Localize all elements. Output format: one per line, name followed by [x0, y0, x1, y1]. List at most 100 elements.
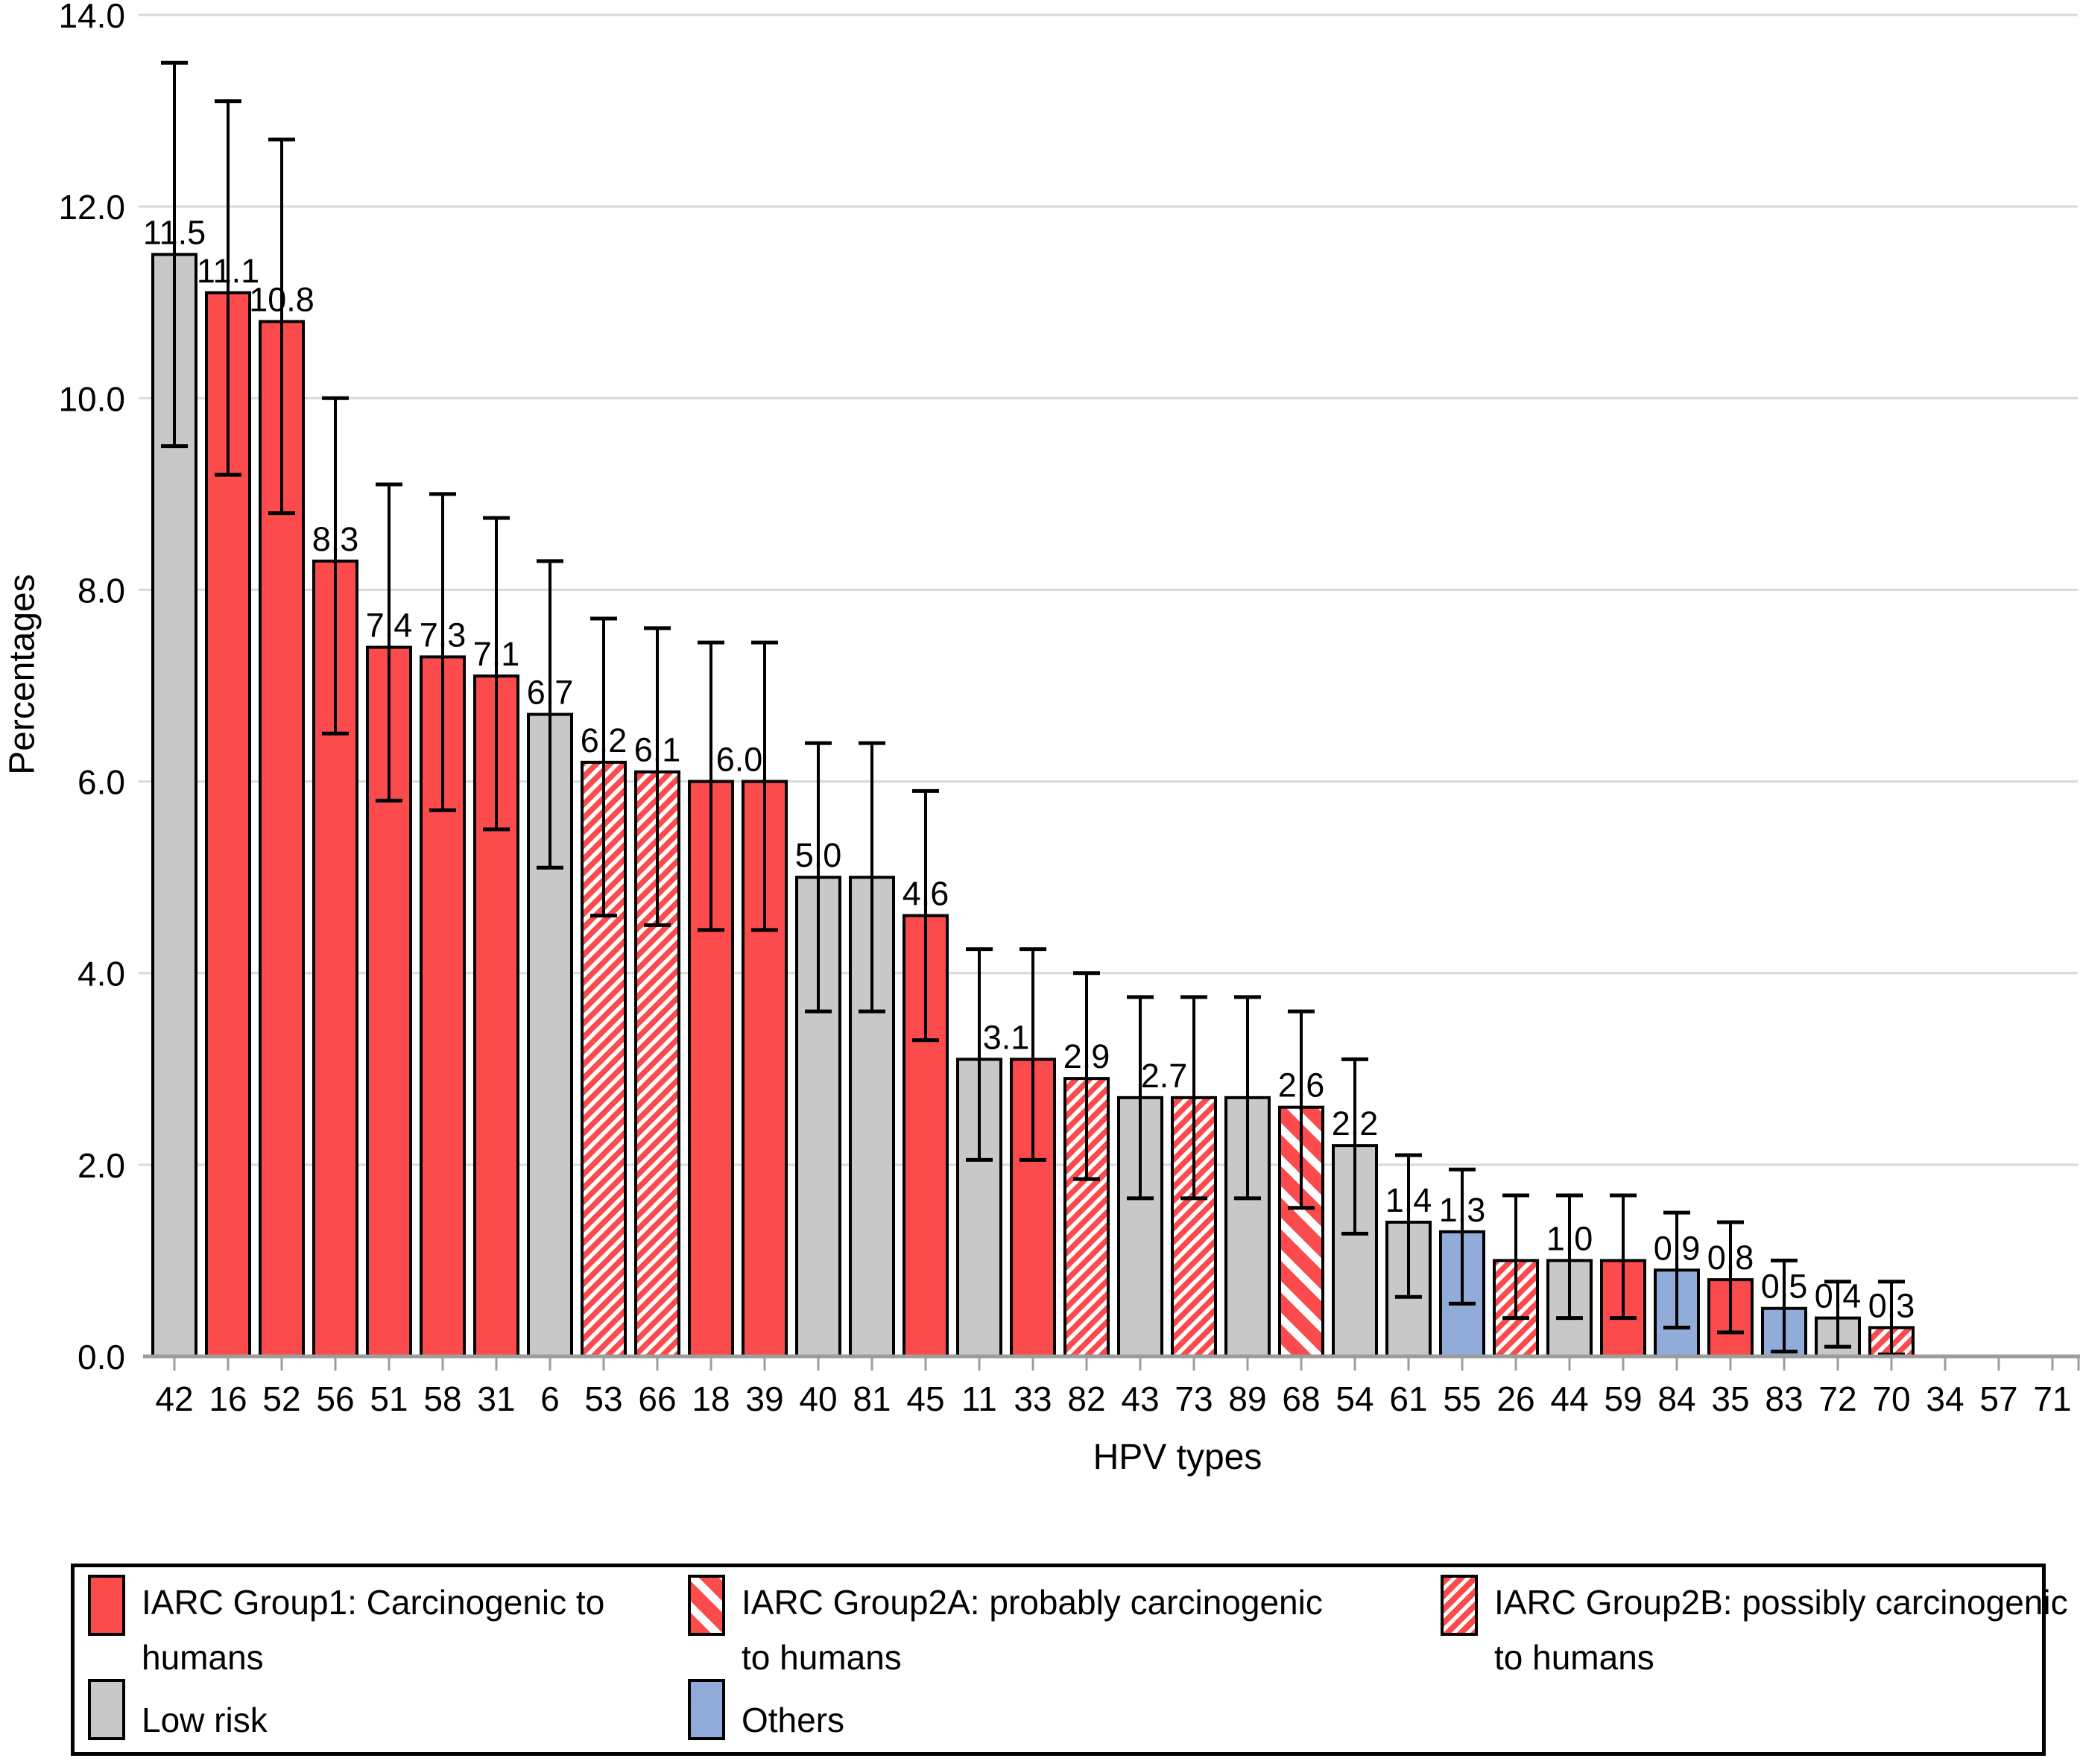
- x-tick-label-56: 56: [316, 1379, 354, 1418]
- value-label-53: 6.2: [581, 721, 628, 759]
- legend-label-group2B: IARC Group2B: possibly carcinogenic to h…: [1494, 1575, 2068, 1685]
- x-tick-label-73: 73: [1175, 1379, 1213, 1418]
- value-label-52: 10.8: [249, 280, 314, 318]
- legend-label-line: to humans: [742, 1638, 902, 1677]
- value-label-72: 0.4: [1815, 1277, 1862, 1315]
- x-tick-label-51: 51: [370, 1379, 408, 1418]
- x-tick-label-39: 39: [745, 1379, 783, 1418]
- legend-label-low-risk: Low risk: [142, 1692, 268, 1748]
- legend-label-line: humans: [142, 1638, 264, 1677]
- value-label-66: 6.1: [634, 731, 681, 769]
- x-tick-label-59: 59: [1604, 1379, 1642, 1418]
- y-tick-label-4.0: 4.0: [78, 955, 125, 993]
- legend-label-line: IARC Group1: Carcinogenic to: [142, 1583, 605, 1622]
- bars: [151, 253, 1915, 1359]
- x-tick-label-31: 31: [477, 1379, 515, 1418]
- bar-hpv-6-low_risk: [527, 712, 573, 1358]
- x-tick-label-54: 54: [1335, 1379, 1374, 1418]
- group1-red-swatch-icon: [88, 1575, 125, 1636]
- value-label-61: 1.4: [1385, 1181, 1432, 1219]
- x-tick-label-61: 61: [1389, 1379, 1427, 1418]
- bar-chart-plot-area: 11.511.110.8 8.3 7.4 7.37.16.76.2 6.1 6.0 5.0 4…: [58, 0, 2080, 1418]
- y-tick-label-0.0: 0.0: [78, 1338, 125, 1376]
- value-label-51: 7.4: [366, 607, 413, 645]
- value-label-68: 2.6: [1278, 1066, 1325, 1104]
- legend-item-low-risk: Low risk: [88, 1679, 268, 1748]
- value-label-58: 7.3: [420, 616, 467, 654]
- value-label-55: 1.3: [1439, 1191, 1486, 1229]
- legend-label-line: IARC Group2A: probably carcinogenic: [742, 1583, 1323, 1622]
- x-tick-label-68: 68: [1282, 1379, 1320, 1418]
- value-label-16: 11.1: [197, 252, 259, 290]
- x-tick-label-35: 35: [1711, 1379, 1749, 1418]
- value-label-6: 6.7: [527, 674, 574, 712]
- x-tick-label-34: 34: [1926, 1379, 1964, 1418]
- x-tick-label-70: 70: [1872, 1379, 1910, 1418]
- value-label-35: 0.8: [1707, 1239, 1754, 1277]
- value-label-54: 2.2: [1332, 1104, 1379, 1142]
- x-tick-label-81: 81: [853, 1379, 891, 1418]
- y-tick-label-6.0: 6.0: [78, 763, 125, 802]
- others-blue-swatch-icon: [688, 1679, 725, 1740]
- x-tick-label-84: 84: [1657, 1379, 1695, 1418]
- x-tick-label-52: 52: [262, 1379, 300, 1418]
- group2b-hatched-swatch-icon: [1441, 1575, 1478, 1636]
- value-label-40: 5.0: [795, 836, 842, 874]
- legend-label-others: Others: [742, 1692, 844, 1748]
- value-label-31: 7.1: [473, 635, 520, 673]
- legend-label-line: Low risk: [142, 1701, 268, 1739]
- value-label-43: 2.7: [1141, 1057, 1188, 1095]
- x-tick-label-66: 66: [638, 1379, 676, 1418]
- legend-label-group2A: IARC Group2A: probably carcinogenic to h…: [742, 1575, 1323, 1685]
- legend-label-group1: IARC Group1: Carcinogenic to humans: [142, 1575, 604, 1685]
- x-tick-label-11: 11: [961, 1379, 997, 1418]
- x-tick-label-71: 71: [2033, 1379, 2071, 1418]
- y-tick-label-10.0: 10.0: [58, 379, 125, 418]
- x-tick-label-18: 18: [692, 1379, 730, 1418]
- x-tick-label-72: 72: [1818, 1379, 1856, 1418]
- value-label-84: 0.9: [1654, 1229, 1701, 1267]
- x-tick-label-33: 33: [1014, 1379, 1052, 1418]
- legend: IARC Group1: Carcinogenic to humans Low …: [71, 1564, 2068, 1756]
- x-tick-label-43: 43: [1121, 1379, 1159, 1418]
- legend-item-group2A: IARC Group2A: probably carcinogenic to h…: [688, 1575, 1323, 1685]
- x-tick-label-42: 42: [155, 1379, 193, 1418]
- axes: 0.0 2.0 4.0 6.0 8.0 10.0 12.0 14.0 42 16 52 56 51 58 3…: [58, 0, 2080, 1418]
- x-tick-label-57: 57: [1979, 1379, 2017, 1418]
- y-tick-label-8.0: 8.0: [78, 571, 125, 610]
- x-axis-title: HPV types: [1093, 1438, 1262, 1477]
- error-bars: [161, 60, 1905, 1356]
- value-label-42: 11.5: [143, 213, 206, 251]
- data-labels: 11.511.110.8 8.3 7.4 7.37.16.76.2 6.1 6.0 5.0 4…: [143, 213, 1915, 1324]
- x-tick-label-83: 83: [1765, 1379, 1803, 1418]
- value-label-82: 2.9: [1063, 1037, 1110, 1075]
- legend-label-line: Others: [742, 1701, 845, 1739]
- x-tick-label-26: 26: [1496, 1379, 1534, 1418]
- low-risk-gray-swatch-icon: [88, 1679, 125, 1740]
- y-axis-title: Percentages: [2, 574, 42, 775]
- group2a-hatched-swatch-icon: [688, 1575, 725, 1636]
- x-tick-label-82: 82: [1067, 1379, 1105, 1418]
- legend-item-group1: IARC Group1: Carcinogenic to humans: [88, 1575, 604, 1685]
- legend-label-line: IARC Group2B: possibly carcinogenic: [1494, 1583, 2068, 1622]
- value-label-83: 0.5: [1761, 1268, 1808, 1306]
- value-label-56: 8.3: [312, 520, 359, 558]
- x-tick-label-40: 40: [799, 1379, 837, 1418]
- y-tick-label-12.0: 12.0: [58, 188, 125, 227]
- value-label-70: 0.3: [1868, 1286, 1915, 1324]
- x-tick-label-55: 55: [1443, 1379, 1481, 1418]
- x-tick-label-58: 58: [423, 1379, 461, 1418]
- value-label-44: 1.0: [1546, 1219, 1593, 1257]
- bar-hpv-31-group1: [473, 674, 519, 1358]
- legend-label-line: to humans: [1494, 1638, 1654, 1677]
- x-tick-label-44: 44: [1550, 1379, 1588, 1418]
- legend-item-group2B: IARC Group2B: possibly carcinogenic to h…: [1441, 1575, 2068, 1685]
- x-tick-label-6: 6: [540, 1379, 560, 1418]
- x-tick-label-16: 16: [209, 1379, 247, 1418]
- legend-item-others: Others: [688, 1679, 844, 1748]
- value-label-11: 3.1: [983, 1018, 1030, 1056]
- x-tick-label-45: 45: [906, 1379, 944, 1418]
- x-tick-label-89: 89: [1228, 1379, 1266, 1418]
- x-tick-label-53: 53: [584, 1379, 622, 1418]
- value-label-18: 6.0: [716, 741, 763, 779]
